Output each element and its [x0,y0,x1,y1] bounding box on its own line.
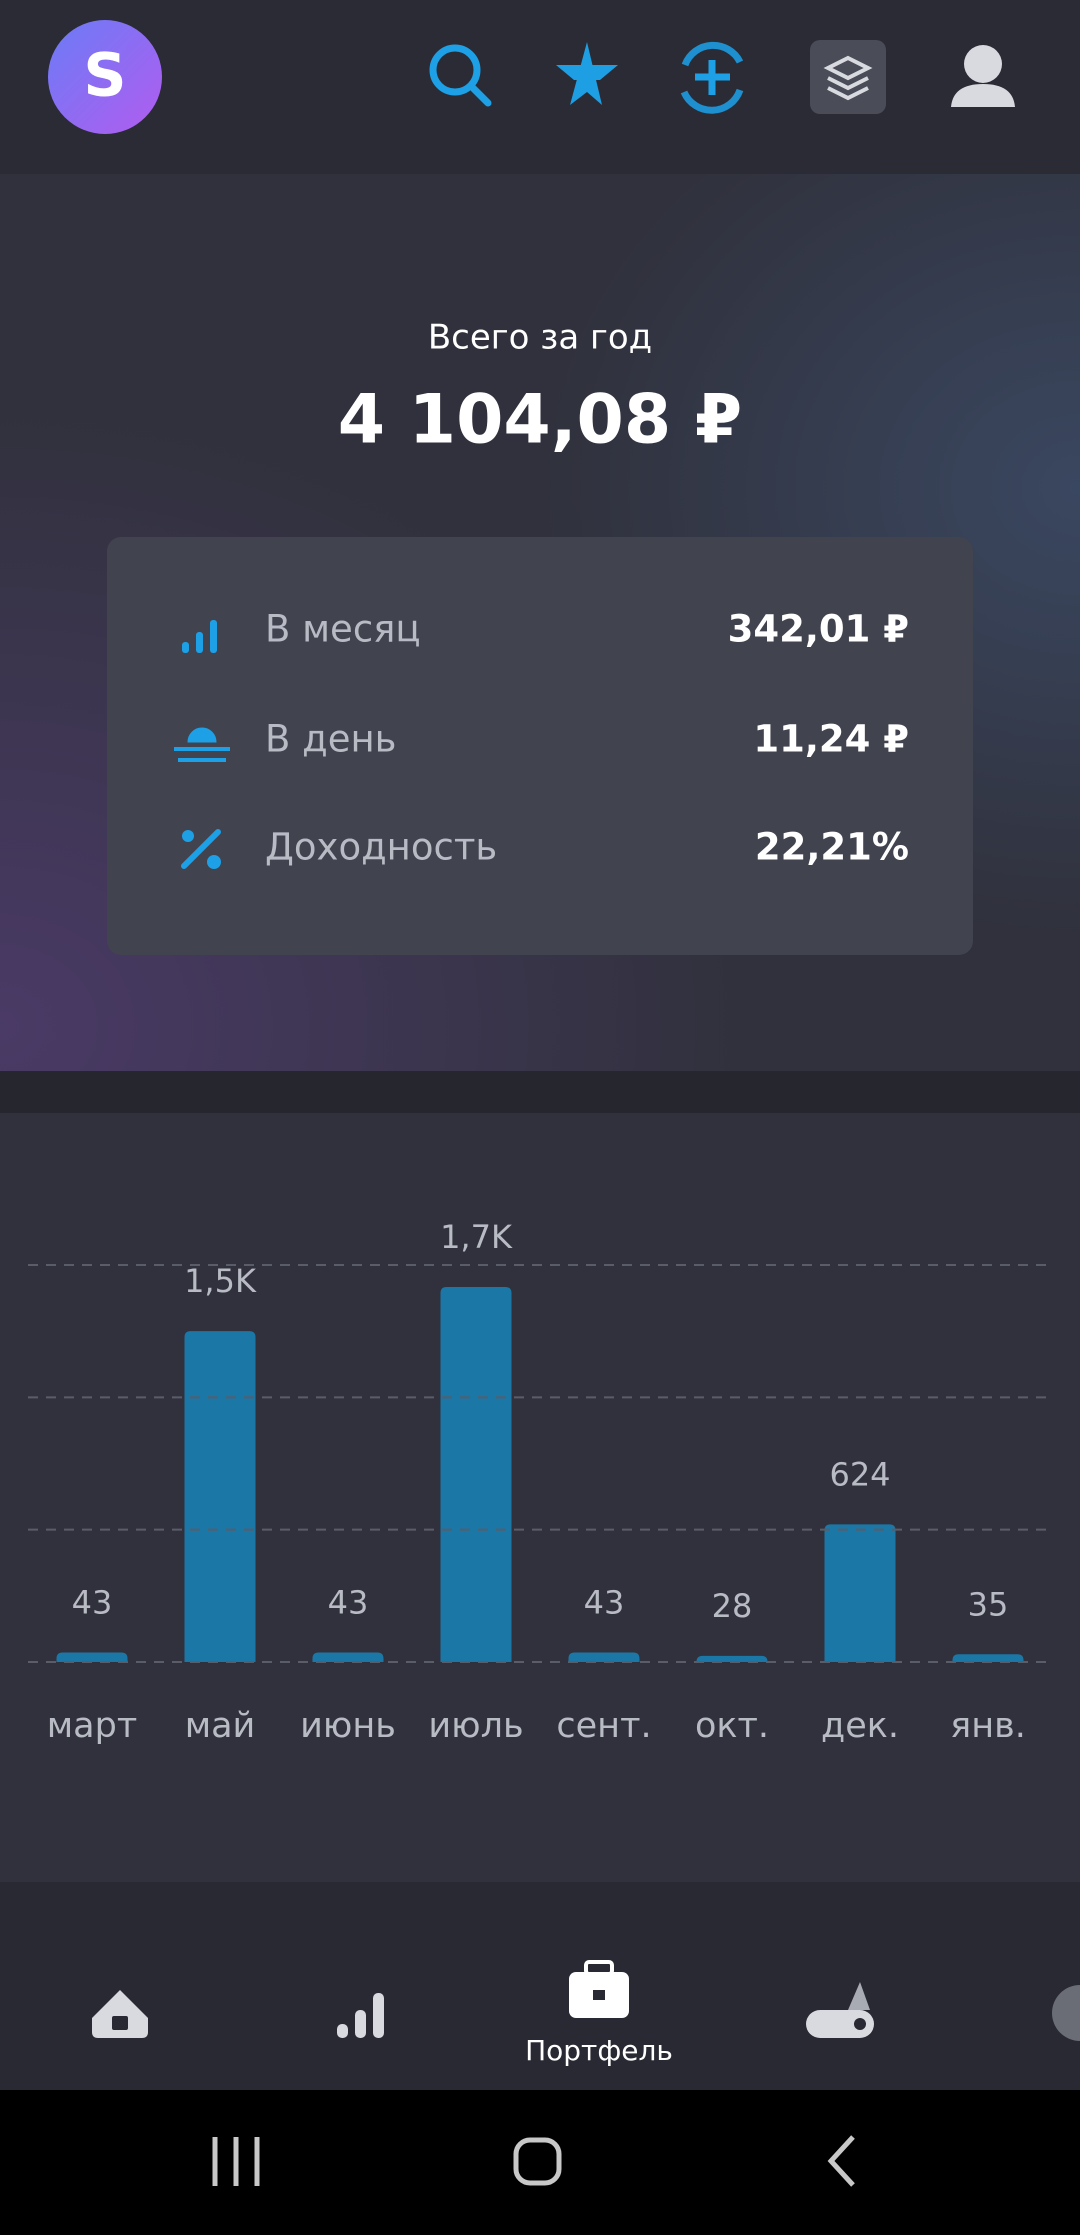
x-tick-label: май [185,1706,256,1746]
bar [952,1654,1024,1662]
garden-icon[interactable] [806,1982,874,2038]
value-label: 43 [584,1584,625,1622]
bar [568,1652,640,1662]
x-tick-label: сент. [556,1706,651,1746]
summary-title: Всего за год [428,318,652,358]
x-tick-label: дек. [821,1706,899,1746]
month-icon [182,620,217,653]
value-label: 28 [712,1587,753,1625]
row-value: 11,24 ₽ [753,718,909,761]
more-icon[interactable] [1052,1985,1080,2041]
back-button[interactable] [827,2135,855,2187]
chart-panel [0,1113,1080,1882]
x-tick-label: июнь [300,1706,396,1746]
value-label: 1,5K [184,1262,257,1300]
row-label: В месяц [265,608,421,651]
summary-amount: 4 104,08 ₽ [338,381,742,460]
search-icon[interactable] [429,44,492,107]
bar [696,1655,768,1662]
row-value: 22,21% [755,826,909,869]
value-label: 43 [72,1584,113,1622]
layers-icon [823,55,873,101]
home-button[interactable] [513,2137,562,2186]
bar [824,1524,896,1662]
system-nav [0,2090,1080,2235]
x-tick-label: окт. [695,1706,769,1746]
x-tick-label: март [47,1706,137,1746]
logo-letter: S [83,41,126,111]
add-icon[interactable] [680,41,744,114]
value-label: 1,7K [440,1218,513,1256]
bar [56,1652,128,1662]
bottom-nav [0,1882,1080,2090]
row-value: 342,01 ₽ [728,608,909,651]
value-label: 624 [829,1455,890,1493]
value-label: 43 [328,1584,369,1622]
row-label: Доходность [265,826,497,869]
summary-card [107,537,973,955]
bar [440,1287,512,1662]
home-icon[interactable] [92,1990,148,2038]
chart: 43 март 1,5K май 43 июнь 1,7K июль 43 сент. 28 окт.… [28,1218,1052,1746]
value-label: 35 [968,1585,1009,1623]
row-label: В день [265,718,397,761]
day-icon [174,727,230,762]
yield-icon [181,829,221,869]
bar [184,1331,256,1662]
home-door [112,2016,128,2030]
stats-icon[interactable] [337,1993,384,2038]
profile-icon[interactable] [951,45,1015,107]
header [0,0,1080,174]
logo[interactable] [48,20,162,134]
x-tick-label: июль [428,1706,523,1746]
nav-label: Портфель [525,2034,673,2067]
star-icon[interactable] [556,42,618,105]
portfolio-icon[interactable] [569,1960,629,2018]
recents-button[interactable] [212,2137,260,2186]
bar [312,1652,384,1662]
x-tick-label: янв. [950,1706,1026,1746]
